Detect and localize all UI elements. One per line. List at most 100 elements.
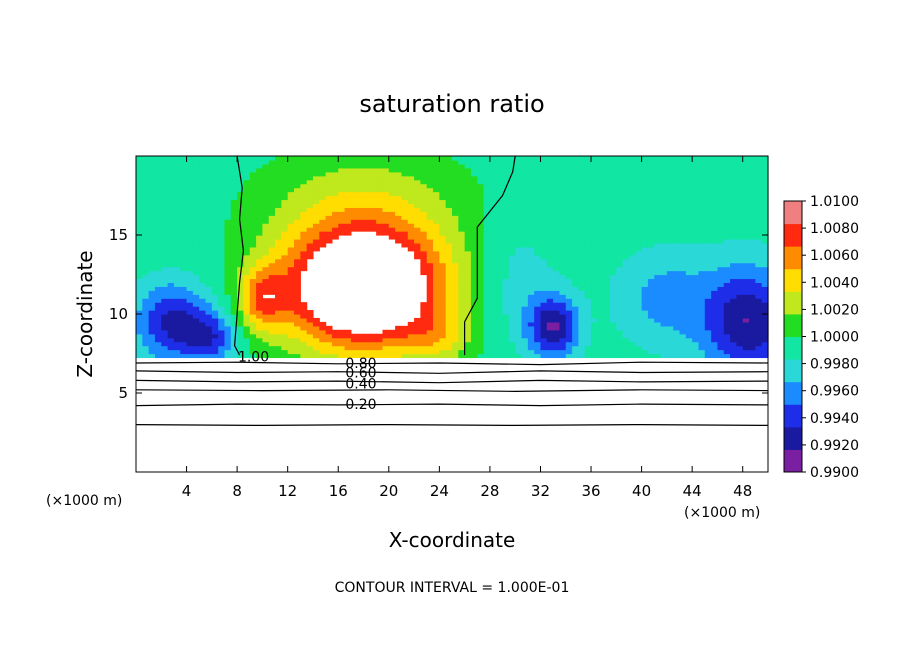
heatmap-cell xyxy=(723,163,731,169)
heatmap-cell xyxy=(641,227,649,232)
heatmap-cell xyxy=(698,250,706,256)
heatmap-cell xyxy=(376,223,384,228)
heatmap-cell xyxy=(610,231,617,236)
heatmap-cell xyxy=(711,262,719,268)
heatmap-cell xyxy=(199,254,207,260)
heatmap-cell xyxy=(249,325,257,331)
heatmap-cell xyxy=(420,254,428,260)
heatmap-cell xyxy=(628,159,636,165)
heatmap-cell xyxy=(553,223,561,228)
heatmap-cell xyxy=(237,238,245,244)
heatmap-cell xyxy=(578,250,586,256)
heatmap-cell xyxy=(616,302,624,307)
heatmap-cell xyxy=(489,207,497,212)
heatmap-cell xyxy=(527,242,535,248)
heatmap-cell xyxy=(192,179,200,185)
heatmap-cell xyxy=(420,163,428,169)
heatmap-cell xyxy=(376,203,384,208)
heatmap-cell xyxy=(685,314,693,319)
heatmap-cell xyxy=(546,349,554,355)
heatmap-cell xyxy=(521,183,529,189)
heatmap-cell xyxy=(148,187,156,193)
heatmap-cell xyxy=(502,317,510,323)
heatmap-cell xyxy=(401,235,409,240)
heatmap-cell xyxy=(186,231,194,236)
heatmap-cell xyxy=(641,294,649,299)
heatmap-cell xyxy=(736,329,744,335)
heatmap-cell xyxy=(243,310,251,315)
heatmap-cell xyxy=(698,163,706,169)
heatmap-cell xyxy=(161,242,169,248)
heatmap-cell xyxy=(502,179,510,185)
heatmap-cell xyxy=(237,159,245,165)
heatmap-cell xyxy=(470,317,478,323)
heatmap-cell xyxy=(635,266,643,272)
heatmap-cell xyxy=(761,321,769,327)
heatmap-cell xyxy=(711,175,719,181)
heatmap-cell xyxy=(401,353,409,359)
heatmap-cell xyxy=(281,349,289,355)
heatmap-cell xyxy=(407,341,415,347)
heatmap-cell xyxy=(287,282,295,287)
heatmap-cell xyxy=(154,270,162,276)
heatmap-cell xyxy=(660,298,668,303)
heatmap-cell xyxy=(180,238,188,244)
heatmap-cell xyxy=(331,345,339,351)
heatmap-cell xyxy=(186,250,194,256)
heatmap-cell xyxy=(698,235,706,240)
heatmap-cell xyxy=(749,274,756,280)
heatmap-cell xyxy=(591,325,598,331)
heatmap-cell xyxy=(666,231,674,236)
heatmap-cell xyxy=(268,353,276,359)
heatmap-cell xyxy=(445,290,453,295)
heatmap-cell xyxy=(546,282,554,287)
heatmap-cell xyxy=(673,250,681,256)
heatmap-cell xyxy=(660,353,668,359)
heatmap-cell xyxy=(344,353,352,359)
heatmap-cell xyxy=(281,294,289,299)
heatmap-cell xyxy=(641,341,649,347)
heatmap-cell xyxy=(161,258,169,264)
heatmap-cell xyxy=(666,306,674,311)
heatmap-cell xyxy=(312,235,320,240)
heatmap-cell xyxy=(635,341,643,347)
heatmap-cell xyxy=(439,219,447,224)
heatmap-cell xyxy=(148,274,156,280)
heatmap-cell xyxy=(660,286,668,291)
heatmap-cell xyxy=(736,290,744,295)
heatmap-cell xyxy=(540,294,548,299)
heatmap-cell xyxy=(470,325,478,331)
heatmap-cell xyxy=(660,156,668,161)
heatmap-cell xyxy=(673,159,681,165)
heatmap-cell xyxy=(458,175,466,181)
heatmap-cell xyxy=(275,274,282,280)
heatmap-cell xyxy=(433,238,440,244)
heatmap-cell xyxy=(464,156,472,161)
heatmap-cell xyxy=(553,203,561,208)
heatmap-cell xyxy=(597,167,605,173)
heatmap-cell xyxy=(325,215,333,220)
heatmap-cell xyxy=(736,294,744,299)
heatmap-cell xyxy=(597,207,605,212)
heatmap-cell xyxy=(294,345,301,351)
heatmap-cell xyxy=(218,242,226,248)
heatmap-cell xyxy=(736,278,744,283)
heatmap-cell xyxy=(616,199,624,204)
heatmap-cell xyxy=(433,306,440,311)
heatmap-cell xyxy=(186,337,194,343)
heatmap-cell xyxy=(218,306,226,311)
heatmap-cell xyxy=(521,238,529,244)
heatmap-cell xyxy=(559,282,567,287)
heatmap-cell xyxy=(243,353,251,359)
heatmap-cell xyxy=(698,266,706,272)
heatmap-cell xyxy=(161,171,169,177)
heatmap-cell xyxy=(420,171,428,177)
heatmap-cell xyxy=(136,203,143,208)
heatmap-cell xyxy=(275,235,282,240)
heatmap-cell xyxy=(761,349,769,355)
heatmap-cell xyxy=(136,167,143,173)
heatmap-cell xyxy=(319,341,327,347)
heatmap-cell xyxy=(161,306,169,311)
heatmap-cell xyxy=(350,175,358,181)
heatmap-cell xyxy=(142,262,150,268)
